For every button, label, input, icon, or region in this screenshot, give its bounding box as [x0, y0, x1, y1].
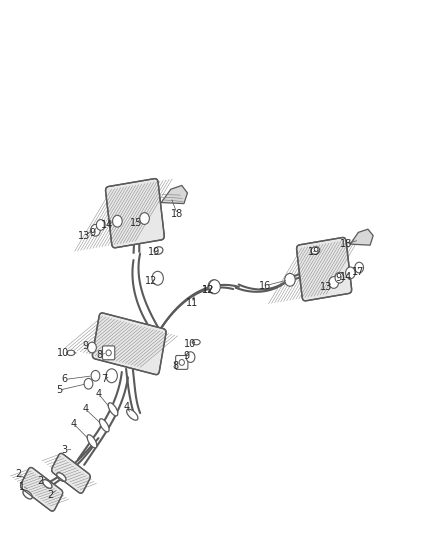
- Circle shape: [329, 277, 339, 288]
- Text: 3: 3: [62, 446, 68, 455]
- Circle shape: [285, 273, 295, 286]
- Circle shape: [84, 378, 93, 389]
- Ellipse shape: [179, 359, 184, 366]
- Text: 18: 18: [171, 209, 184, 219]
- Text: 9: 9: [335, 273, 341, 283]
- Text: 9: 9: [82, 342, 88, 351]
- Text: 11: 11: [186, 298, 198, 308]
- Polygon shape: [161, 185, 187, 204]
- Text: 4: 4: [123, 402, 129, 412]
- Circle shape: [186, 352, 195, 362]
- Text: 2: 2: [37, 476, 43, 486]
- Ellipse shape: [23, 490, 32, 499]
- Circle shape: [140, 213, 149, 224]
- Ellipse shape: [127, 409, 138, 420]
- Circle shape: [96, 220, 105, 230]
- Text: 7: 7: [101, 375, 107, 384]
- FancyBboxPatch shape: [176, 356, 188, 369]
- FancyBboxPatch shape: [21, 467, 63, 511]
- Text: 19: 19: [307, 247, 320, 256]
- Text: 4: 4: [71, 419, 77, 429]
- Text: 18: 18: [340, 239, 352, 249]
- Circle shape: [346, 267, 355, 279]
- Text: 17: 17: [352, 267, 364, 277]
- Text: 1: 1: [19, 482, 25, 491]
- Text: 10: 10: [184, 339, 197, 349]
- Circle shape: [208, 280, 219, 294]
- Text: 19: 19: [148, 247, 160, 256]
- Text: 9: 9: [184, 351, 190, 361]
- FancyBboxPatch shape: [102, 346, 115, 360]
- Circle shape: [88, 342, 96, 353]
- Text: 5: 5: [56, 385, 62, 395]
- Text: 14: 14: [340, 272, 352, 282]
- Text: 15: 15: [130, 218, 142, 228]
- Ellipse shape: [99, 419, 109, 432]
- Text: 6: 6: [62, 375, 68, 384]
- Text: 13: 13: [78, 231, 90, 240]
- Text: 8: 8: [97, 350, 103, 360]
- Text: 12: 12: [202, 286, 215, 295]
- FancyBboxPatch shape: [52, 454, 90, 493]
- Text: 4: 4: [96, 390, 102, 399]
- Text: 8: 8: [172, 361, 178, 370]
- Circle shape: [355, 262, 364, 273]
- Text: 12: 12: [202, 286, 215, 295]
- Circle shape: [91, 224, 100, 236]
- Text: 16: 16: [259, 281, 272, 290]
- Ellipse shape: [311, 247, 320, 254]
- Ellipse shape: [42, 480, 52, 488]
- Ellipse shape: [154, 247, 163, 254]
- Circle shape: [209, 280, 220, 294]
- Ellipse shape: [87, 435, 97, 448]
- Ellipse shape: [67, 350, 75, 356]
- Text: 13: 13: [320, 282, 332, 292]
- Text: 2: 2: [15, 470, 21, 479]
- Text: 12: 12: [145, 277, 157, 286]
- Ellipse shape: [106, 350, 111, 356]
- Circle shape: [335, 272, 344, 283]
- Ellipse shape: [57, 473, 66, 481]
- FancyBboxPatch shape: [92, 313, 166, 375]
- Circle shape: [106, 369, 117, 383]
- Circle shape: [152, 271, 163, 285]
- Circle shape: [113, 215, 122, 227]
- Ellipse shape: [192, 340, 200, 345]
- FancyBboxPatch shape: [297, 238, 352, 301]
- Text: 2: 2: [47, 490, 53, 499]
- Circle shape: [91, 370, 100, 381]
- Text: 9: 9: [89, 229, 95, 238]
- Text: 14: 14: [101, 220, 113, 230]
- Ellipse shape: [108, 403, 118, 416]
- Polygon shape: [350, 229, 373, 245]
- Text: 10: 10: [57, 348, 70, 358]
- Text: 4: 4: [83, 405, 89, 414]
- FancyBboxPatch shape: [106, 179, 164, 248]
